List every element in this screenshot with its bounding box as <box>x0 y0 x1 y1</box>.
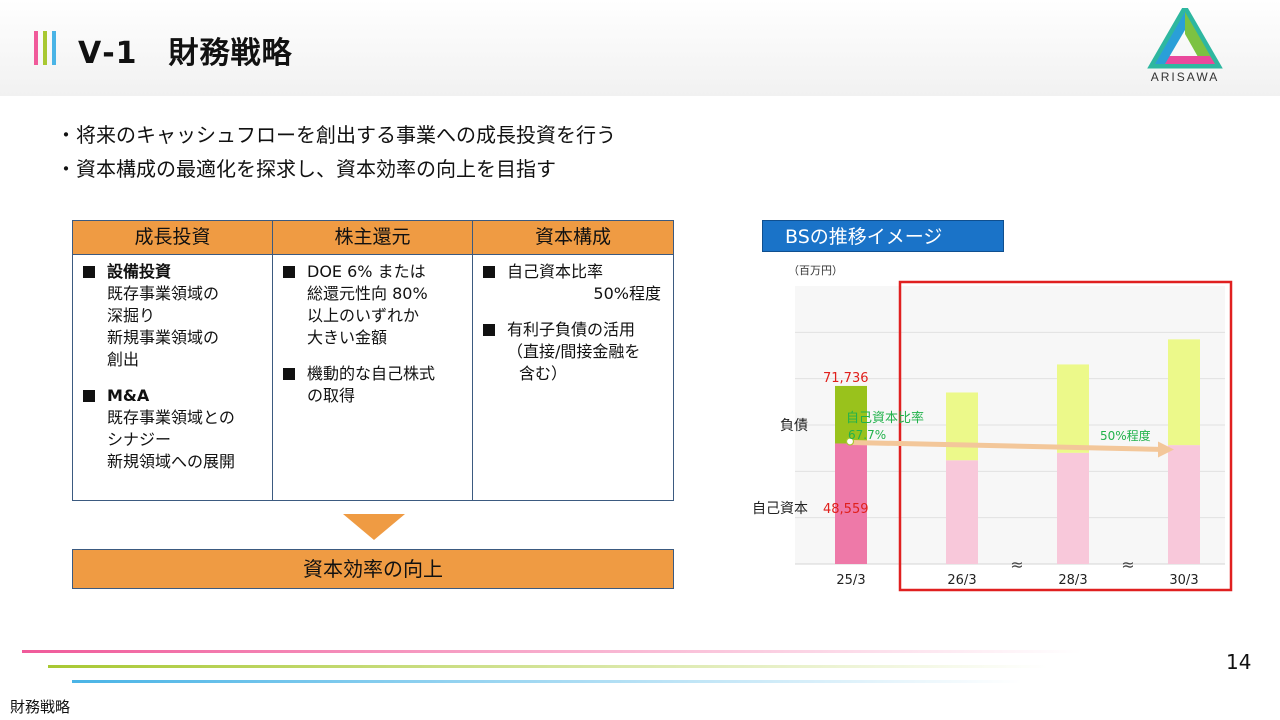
item-detail: 新規事業領域の <box>107 328 220 347</box>
page-title: Ⅴ-1 財務戦略 <box>78 36 293 71</box>
equity-bar <box>1168 445 1200 564</box>
item-detail: 深掘り <box>107 306 156 325</box>
column-header: 株主還元 <box>273 221 472 255</box>
bullet-list: 将来のキャッシュフローを創出する事業への成長投資を行う 資本構成の最適化を探求し… <box>56 118 616 186</box>
square-bullet-icon <box>83 266 95 278</box>
highlight-frame <box>898 280 1233 592</box>
list-item: 設備投資 既存事業領域の 深掘り 新規事業領域の 創出 <box>83 261 264 371</box>
accent-bar-blue <box>52 31 56 65</box>
equity-bar <box>835 443 867 564</box>
x-tick-label: 30/3 <box>1169 573 1198 588</box>
column-capital-structure: 資本構成 自己資本比率 50%程度 有利子負債の活用 （直接/間接金融を 含む） <box>473 221 673 500</box>
item-heading: 自己資本比率 <box>507 262 604 281</box>
target-ratio-label: 50%程度 <box>1100 428 1151 443</box>
column-shareholder-return: 株主還元 DOE 6% または 総還元性向 80% 以上のいずれか 大きい金額 … <box>273 221 473 500</box>
arisawa-logo-icon <box>1147 8 1223 69</box>
item-detail: 以上のいずれか <box>307 306 420 325</box>
item-detail: 創出 <box>107 350 140 369</box>
square-bullet-icon <box>283 266 295 278</box>
strategy-table: 成長投資 設備投資 既存事業領域の 深掘り 新規事業領域の 創出 M&A 既存事… <box>72 220 674 501</box>
item-heading: 機動的な自己株式 <box>307 364 436 383</box>
list-item: M&A 既存事業領域との シナジー 新規領域への展開 <box>83 385 264 473</box>
item-heading: DOE 6% または <box>307 262 426 281</box>
list-item: 機動的な自己株式 の取得 <box>283 363 464 407</box>
item-heading: 有利子負債の活用 <box>507 320 636 339</box>
equity-axis-label: 自己資本 <box>752 501 808 517</box>
result-box: 資本効率の向上 <box>72 549 674 589</box>
x-tick-label: 28/3 <box>1058 573 1087 588</box>
accent-bar-pink <box>34 31 38 65</box>
bullet-item: 資本構成の最適化を探求し、資本効率の向上を目指す <box>56 152 616 186</box>
total-value-label: 71,736 <box>823 371 869 386</box>
column-body: 設備投資 既存事業領域の 深掘り 新規事業領域の 創出 M&A 既存事業領域との… <box>73 255 272 473</box>
column-body: 自己資本比率 50%程度 有利子負債の活用 （直接/間接金融を 含む） <box>473 255 673 385</box>
unit-label: （百万円） <box>788 264 843 277</box>
ratio-arrow-head <box>1158 441 1174 458</box>
page-number: 14 <box>1226 650 1252 674</box>
x-tick-label: 26/3 <box>947 573 976 588</box>
equity-value-label: 48,559 <box>823 502 869 517</box>
column-header: 資本構成 <box>473 221 673 255</box>
item-detail: 新規領域への展開 <box>107 452 236 471</box>
logo-text: ARISAWA <box>1150 70 1220 84</box>
column-growth-investment: 成長投資 設備投資 既存事業領域の 深掘り 新規事業領域の 創出 M&A 既存事… <box>73 221 273 500</box>
bullet-item: 将来のキャッシュフローを創出する事業への成長投資を行う <box>56 118 616 152</box>
liability-bar <box>946 392 978 461</box>
column-body: DOE 6% または 総還元性向 80% 以上のいずれか 大きい金額 機動的な自… <box>273 255 472 407</box>
footer-label: 財務戦略 <box>10 698 71 716</box>
square-bullet-icon <box>283 368 295 380</box>
equity-bar <box>1057 452 1089 564</box>
square-bullet-icon <box>483 266 495 278</box>
item-detail: （直接/間接金融を <box>507 342 641 361</box>
item-detail: 含む） <box>519 364 568 383</box>
item-detail: 既存事業領域との <box>107 408 235 427</box>
liability-axis-label: 負債 <box>780 418 808 434</box>
ratio-start-dot <box>845 437 855 446</box>
title-accent-bars <box>34 31 64 65</box>
x-tick-label: 25/3 <box>836 573 865 588</box>
item-detail: 総還元性向 80% <box>307 284 428 303</box>
item-detail: シナジー <box>107 430 172 449</box>
slide-header: Ⅴ-1 財務戦略 ARISAWA <box>0 0 1280 96</box>
list-item: DOE 6% または 総還元性向 80% 以上のいずれか 大きい金額 <box>283 261 464 349</box>
liability-bar <box>835 385 867 444</box>
square-bullet-icon <box>83 390 95 402</box>
item-heading: 設備投資 <box>107 262 172 281</box>
liability-bar <box>1057 364 1089 453</box>
item-detail: の取得 <box>307 386 356 405</box>
item-detail: 大きい金額 <box>307 328 388 347</box>
axis-break-mark: ≈ <box>1121 555 1134 574</box>
axis-break-mark: ≈ <box>1010 555 1023 574</box>
ratio-title-label: 自己資本比率 <box>846 410 924 426</box>
chart-title: BSの推移イメージ <box>762 220 1004 252</box>
list-item: 有利子負債の活用 （直接/間接金融を 含む） <box>483 319 665 385</box>
accent-bar-green <box>43 31 47 65</box>
liability-bar <box>1168 339 1200 446</box>
ratio-value-label: 67.7% <box>848 428 886 442</box>
equity-bar <box>946 460 978 564</box>
footer-decoration <box>22 650 1082 683</box>
item-detail: 50%程度 <box>593 284 661 303</box>
list-item: 自己資本比率 50%程度 <box>483 261 665 305</box>
square-bullet-icon <box>483 324 495 336</box>
column-header: 成長投資 <box>73 221 272 255</box>
item-heading: M&A <box>107 386 150 405</box>
item-detail: 既存事業領域の <box>107 284 220 303</box>
ratio-trend-arrow <box>849 439 1168 452</box>
down-arrow-icon <box>343 514 405 540</box>
